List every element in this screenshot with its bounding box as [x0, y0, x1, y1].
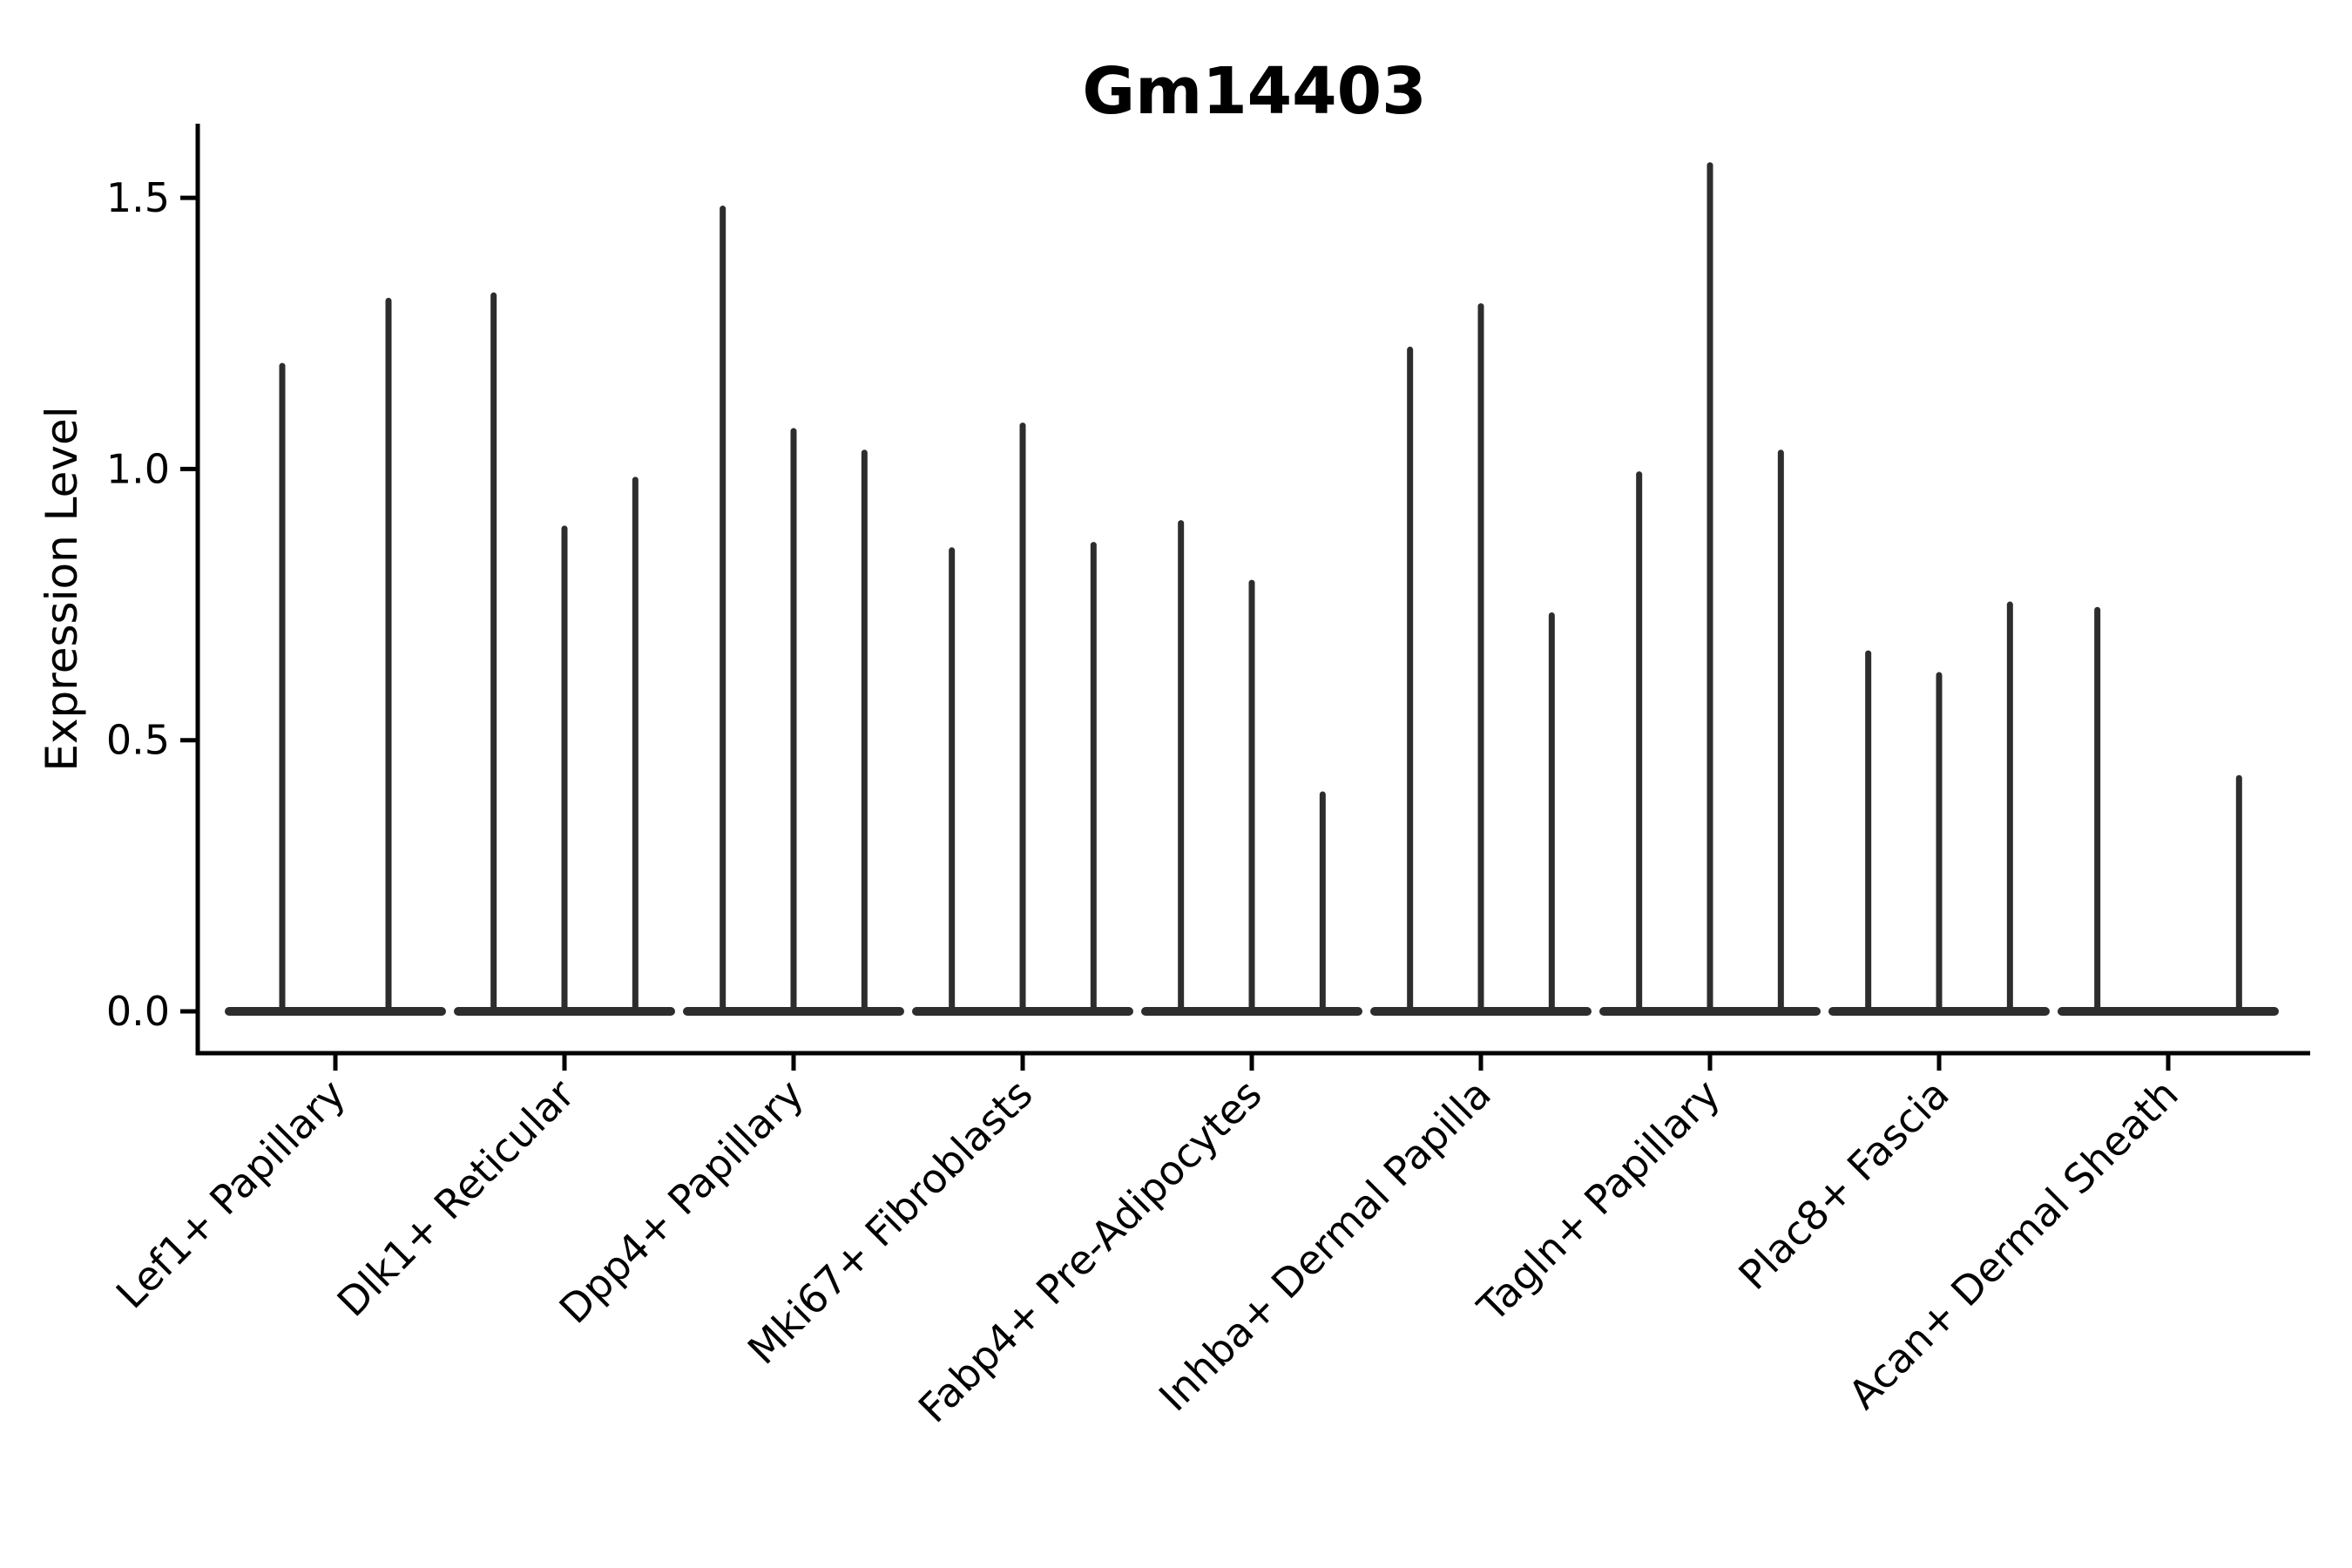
violin-group — [912, 422, 1133, 1016]
x-tick-label: Dpp4+ Papillary — [551, 1071, 813, 1333]
violin-group — [1141, 520, 1362, 1016]
violin-group — [683, 206, 904, 1016]
y-tick-label: 0.0 — [106, 988, 170, 1035]
violin-group — [2058, 606, 2279, 1016]
violin-group — [1370, 303, 1592, 1016]
y-tick-group: 0.0 0.5 1.0 1.5 — [106, 174, 198, 1035]
y-axis-label: Expression Level — [37, 406, 87, 771]
violins-group — [225, 162, 2279, 1016]
y-tick-label: 0.5 — [106, 717, 170, 764]
chart-title: Gm14403 — [1082, 54, 1426, 129]
y-tick-label: 1.0 — [106, 445, 170, 492]
violin-group — [1599, 162, 1821, 1016]
violin-group — [1828, 601, 2050, 1016]
y-tick-label: 1.5 — [106, 174, 170, 221]
violin-group — [225, 297, 446, 1016]
violin-group — [454, 292, 675, 1016]
x-tick-label: Dlk1+ Reticular — [328, 1071, 584, 1326]
x-tick-label: Plac8+ Fascia — [1729, 1071, 1957, 1299]
x-tick-label: Tagln+ Papillary — [1468, 1071, 1729, 1332]
x-tick-label: Lef1+ Papillary — [107, 1071, 355, 1318]
